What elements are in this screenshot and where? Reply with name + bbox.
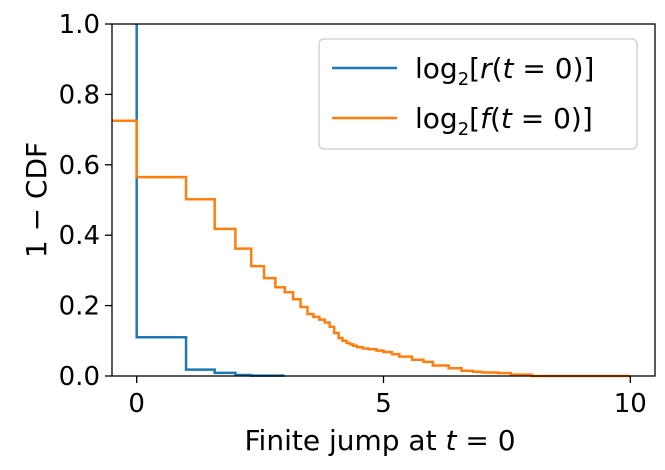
legend-label-r: log2[r(t = 0)] [415, 52, 594, 90]
x-tick-label: 0 [128, 389, 145, 419]
legend: log2[r(t = 0)] log2[f(t = 0)] [318, 38, 638, 150]
y-tick-label: 0.2 [59, 292, 100, 322]
y-axis-title: 1 − CDF [20, 142, 53, 258]
y-tick-label: 0.0 [59, 362, 100, 392]
series-line-0 [135, 24, 285, 377]
y-tick-label: 0.4 [59, 221, 100, 251]
x-axis-title: Finite jump at t = 0 [244, 424, 515, 457]
ticks-layer: 0 5 10 0.0 0.2 0.4 0.6 0.8 1.0 [59, 10, 647, 419]
y-tick-label: 1.0 [59, 10, 100, 40]
y-tick-label: 0.6 [59, 151, 100, 181]
x-tick-label: 10 [614, 389, 647, 419]
y-tick-label: 0.8 [59, 80, 100, 110]
series-line-1 [112, 119, 631, 378]
series-layer [112, 24, 631, 378]
x-tick-label: 5 [375, 389, 392, 419]
legend-label-f: log2[f(t = 0)] [415, 102, 593, 140]
legend-box [318, 38, 638, 150]
